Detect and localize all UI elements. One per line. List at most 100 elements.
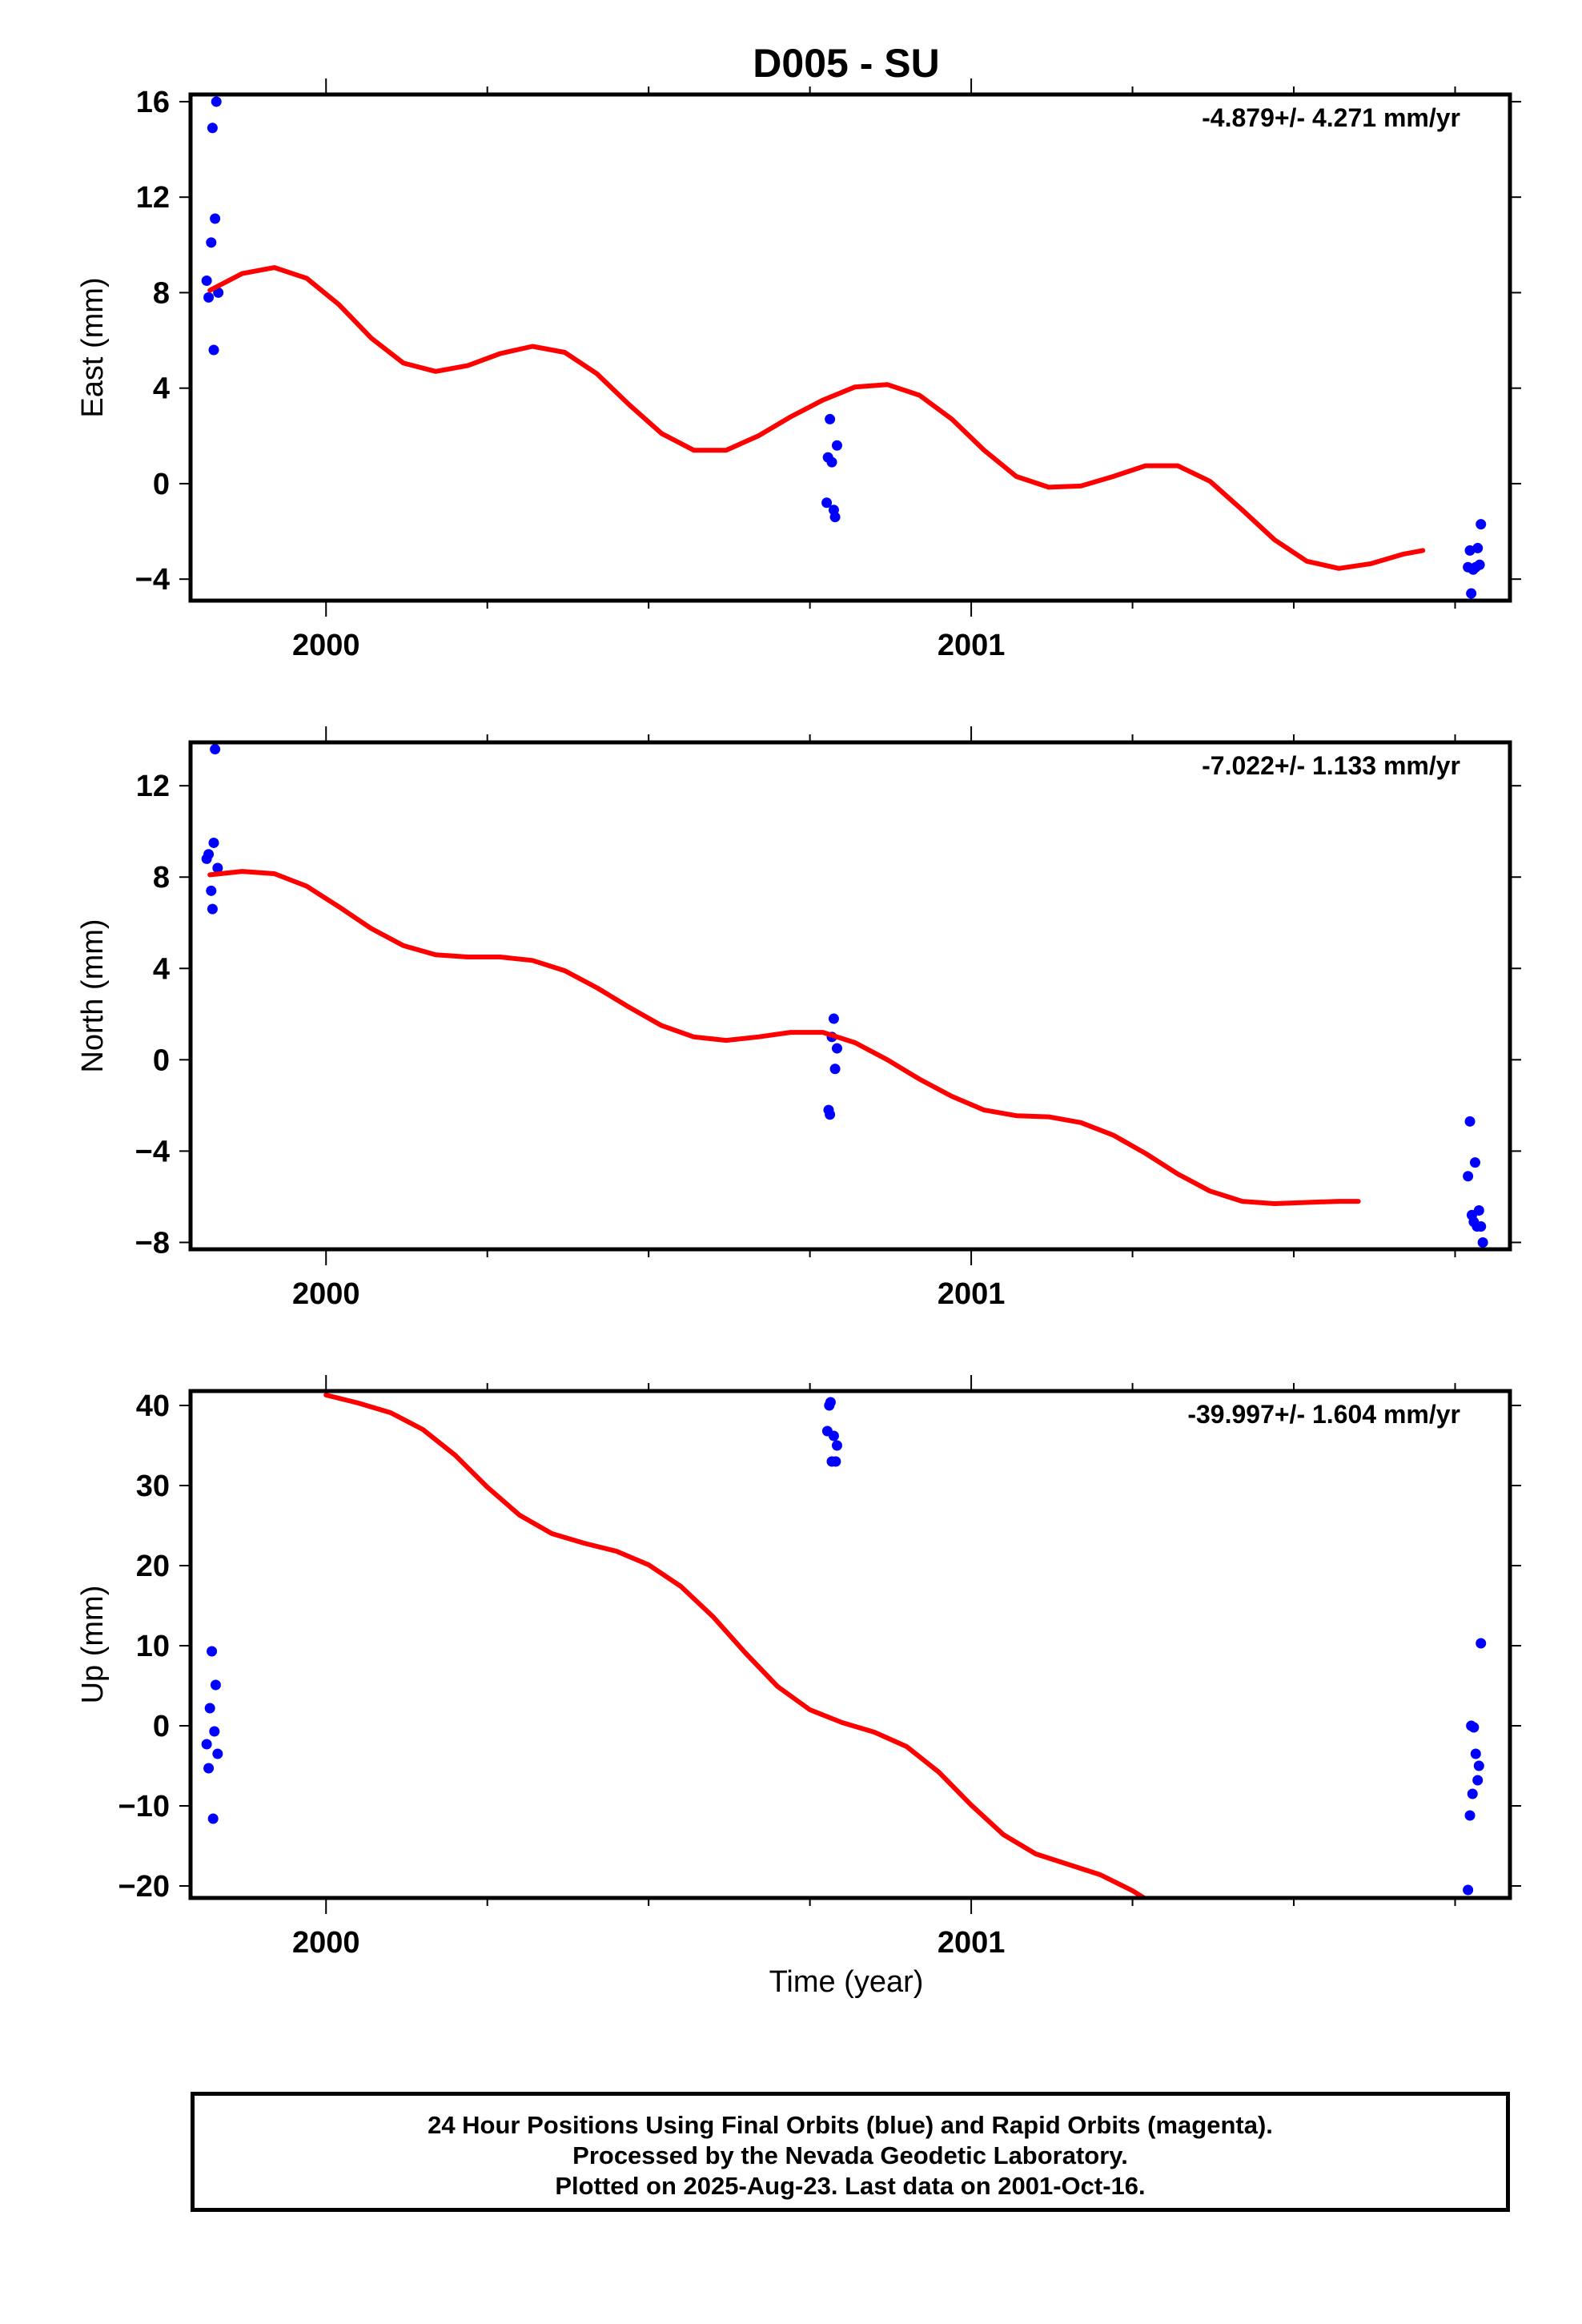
data-point <box>208 837 219 848</box>
data-point <box>1476 519 1487 530</box>
data-point <box>207 903 218 915</box>
data-point <box>1472 1775 1484 1786</box>
x-axis-label: Time (year) <box>769 1965 924 1999</box>
data-point <box>1477 1236 1488 1248</box>
y-tick-label: 4 <box>153 952 170 986</box>
data-point <box>1470 1748 1481 1759</box>
y-tick-label: 12 <box>136 770 170 803</box>
data-point <box>210 1679 221 1691</box>
data-point <box>1466 588 1477 599</box>
data-point <box>204 1703 215 1714</box>
y-tick-label: 0 <box>153 468 170 501</box>
data-point <box>201 1739 212 1750</box>
x-tick-label: 2000 <box>292 1277 360 1311</box>
data-point <box>1473 1205 1484 1216</box>
data-point <box>831 1440 842 1451</box>
data-point <box>206 885 217 896</box>
footer-line-3: Plotted on 2025-Aug-23. Last data on 200… <box>555 2172 1146 2200</box>
model-curve <box>207 869 1361 1206</box>
y-tick-label: −4 <box>135 563 170 597</box>
data-point <box>212 862 223 874</box>
data-point <box>825 1397 836 1408</box>
data-point <box>831 440 842 451</box>
data-point <box>203 292 215 303</box>
plot-frame <box>188 740 1512 1252</box>
data-point <box>828 1013 839 1024</box>
data-point <box>1473 1760 1484 1771</box>
data-point <box>1474 559 1485 570</box>
data-point <box>1464 1810 1476 1821</box>
data-point <box>203 849 215 860</box>
data-point <box>211 96 222 107</box>
chart-title: D005 - SU <box>753 41 939 86</box>
y-tick-label: 30 <box>136 1470 170 1503</box>
data-point <box>207 1646 218 1657</box>
data-point <box>209 1726 220 1737</box>
data-point <box>830 1456 841 1467</box>
data-point <box>210 744 221 755</box>
footer-box: 24 Hour Positions Using Final Orbits (bl… <box>191 2092 1510 2212</box>
y-tick-label: 10 <box>136 1630 170 1663</box>
data-point <box>1476 1638 1487 1649</box>
up-panel: 2000 2001 −20 −10 0 10 20 30 40 Up (mm) -39.997+/-… <box>76 1375 1521 1960</box>
x-tick-label: 2001 <box>938 629 1006 662</box>
x-tick-label: 2000 <box>292 629 360 662</box>
data-point <box>210 213 221 224</box>
data-point <box>1468 1722 1480 1733</box>
data-point <box>831 1043 842 1054</box>
data-point <box>1476 1220 1487 1232</box>
y-tick-label: 20 <box>136 1550 170 1583</box>
y-tick-label: 0 <box>153 1043 170 1077</box>
plot-frame <box>188 92 1512 603</box>
y-tick-label: 0 <box>153 1710 170 1743</box>
data-point <box>208 344 219 356</box>
data-point <box>821 497 833 509</box>
y-tick-label: 12 <box>136 181 170 215</box>
data-point <box>826 456 837 468</box>
east-panel: 2000 2001 −4 0 4 8 12 16 East (mm) -4.879+/- 4.27… <box>76 78 1521 662</box>
y-axis-label: Up (mm) <box>76 1586 110 1704</box>
data-point <box>207 123 218 134</box>
data-point <box>206 237 217 248</box>
y-axis-label: North (mm) <box>76 919 110 1072</box>
data-point <box>1467 1788 1478 1799</box>
data-point <box>829 1063 841 1075</box>
footer-line-2: Processed by the Nevada Geodetic Laborat… <box>572 2141 1128 2169</box>
y-tick-label: 4 <box>153 372 170 406</box>
data-point <box>1464 545 1476 556</box>
data-point <box>1469 1157 1480 1168</box>
data-point <box>201 275 212 287</box>
y-tick-label: 8 <box>153 276 170 310</box>
y-tick-label: −20 <box>118 1870 170 1904</box>
y-tick-label: −8 <box>135 1226 170 1260</box>
y-tick-label: 8 <box>153 861 170 895</box>
data-point <box>203 1763 215 1774</box>
rate-annotation: -4.879+/- 4.271 mm/yr <box>1202 103 1460 132</box>
data-point <box>828 1430 839 1441</box>
data-point <box>212 1748 223 1759</box>
x-tick-label: 2001 <box>938 1277 1006 1311</box>
data-point <box>829 512 841 523</box>
data-point <box>825 1109 836 1120</box>
x-tick-label: 2001 <box>938 1926 1006 1960</box>
data-point <box>1463 1884 1474 1896</box>
data-point <box>1464 1116 1476 1127</box>
rate-annotation: -7.022+/- 1.133 mm/yr <box>1202 751 1460 780</box>
y-tick-label: −4 <box>135 1135 170 1168</box>
model-curve <box>323 1393 1148 1898</box>
data-point <box>825 413 836 424</box>
x-tick-label: 2000 <box>292 1926 360 1960</box>
data-point <box>213 287 224 298</box>
footer-line-1: 24 Hour Positions Using Final Orbits (bl… <box>428 2111 1273 2139</box>
north-panel: 2000 2001 −8 −4 0 4 8 12 North (mm) -7.022+/- 1.1… <box>76 726 1521 1311</box>
y-tick-label: 16 <box>136 86 170 119</box>
model-curve <box>207 265 1426 571</box>
data-point <box>1463 1171 1474 1182</box>
y-tick-label: −10 <box>118 1790 170 1823</box>
plot-frame <box>188 1389 1512 1900</box>
y-tick-label: 40 <box>136 1389 170 1423</box>
data-point <box>207 1813 219 1824</box>
rate-annotation: -39.997+/- 1.604 mm/yr <box>1187 1400 1460 1429</box>
y-axis-label: East (mm) <box>76 277 110 417</box>
